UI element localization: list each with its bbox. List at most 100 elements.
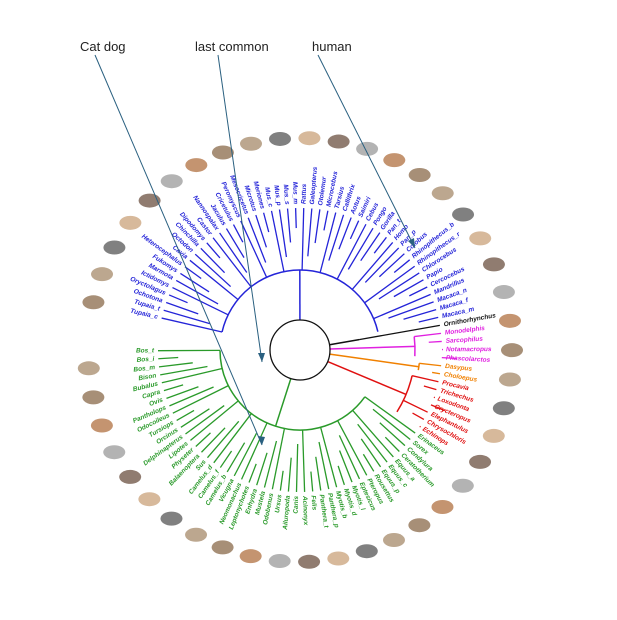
branch — [161, 317, 223, 333]
animal-icon — [498, 372, 521, 387]
animal-icon — [327, 134, 350, 149]
branch — [337, 420, 368, 476]
leaf-label: Galeopterus — [309, 166, 319, 205]
animal-icon — [382, 533, 405, 548]
branch — [349, 220, 360, 240]
branch — [419, 362, 442, 367]
leaf-label: Bison — [138, 372, 157, 382]
stem — [274, 378, 292, 427]
branch — [158, 362, 193, 368]
branch — [315, 456, 322, 491]
branch — [180, 272, 210, 293]
branch — [225, 228, 245, 258]
branch — [301, 429, 306, 492]
arrow — [94, 54, 263, 446]
animal-icon — [452, 207, 475, 222]
branch — [195, 432, 211, 447]
animal-icon — [119, 469, 142, 484]
animal-icon — [355, 544, 378, 559]
branch — [206, 242, 221, 259]
branch — [378, 253, 405, 278]
annotation: last common — [195, 39, 269, 54]
branch — [206, 420, 240, 459]
branch — [213, 413, 252, 464]
leaf-label: Monodelphis — [445, 325, 486, 337]
branch — [379, 422, 406, 447]
branch — [318, 441, 330, 490]
branch — [165, 301, 199, 315]
branch — [418, 316, 439, 323]
animal-icon — [82, 390, 105, 405]
animal-icon — [211, 145, 234, 160]
branch — [271, 428, 286, 490]
leaf-label: Mus_m — [291, 182, 299, 205]
branch — [338, 450, 353, 483]
branch — [212, 237, 252, 288]
leaf-label: Bos_t — [136, 347, 155, 354]
arrow-head — [258, 436, 265, 445]
branch — [256, 452, 268, 486]
annotation: Cat dog — [80, 39, 126, 54]
arrow — [317, 54, 416, 249]
branch — [372, 408, 411, 441]
animal-icon — [185, 158, 208, 173]
branch — [185, 405, 225, 435]
branch — [423, 385, 437, 391]
animal-icon — [269, 131, 292, 146]
annotation: human — [312, 39, 352, 54]
arrow-head — [258, 353, 265, 362]
branch — [158, 356, 179, 360]
animal-icon — [82, 295, 105, 310]
branch — [428, 340, 442, 343]
branch — [263, 440, 278, 488]
animal-icon — [383, 153, 406, 168]
animal-icon — [160, 174, 183, 189]
branch — [200, 247, 226, 274]
root — [269, 319, 331, 381]
branch — [432, 371, 441, 375]
branch — [232, 224, 244, 243]
leaf-label: Ovis — [148, 396, 164, 408]
branch — [279, 470, 284, 491]
branch — [373, 236, 387, 254]
branch — [189, 259, 239, 300]
branch — [166, 386, 199, 399]
branch — [357, 423, 388, 463]
stem — [327, 360, 407, 396]
branch — [364, 396, 416, 434]
leaf-label: Sarcophilus — [446, 336, 484, 345]
leaf-label: Otolemur — [317, 176, 328, 206]
branch — [301, 208, 305, 271]
branch — [184, 266, 202, 279]
branch — [226, 442, 246, 473]
leaf-label: Panthera_t — [318, 494, 330, 529]
branch — [295, 443, 299, 492]
leaf-label: Felis — [309, 495, 317, 511]
branch — [163, 309, 210, 325]
stem — [329, 353, 419, 368]
animal-icon — [356, 141, 379, 156]
branch — [240, 220, 268, 278]
animal-icon — [469, 454, 492, 469]
branch — [338, 217, 352, 250]
branch — [347, 227, 374, 270]
animal-icon — [482, 428, 505, 443]
leaf-label: Ursus — [274, 494, 284, 514]
leaf-label: Phascolarctos — [446, 355, 491, 364]
branch — [161, 367, 223, 384]
branch — [286, 208, 292, 243]
branch — [314, 209, 321, 244]
branch — [441, 357, 457, 360]
animal-icon — [138, 492, 161, 507]
animal-icons — [77, 131, 523, 569]
branch — [384, 436, 400, 452]
animal-icon — [431, 186, 454, 201]
animal-icon — [268, 554, 291, 569]
branch — [373, 293, 431, 320]
branch — [364, 247, 400, 283]
branch — [294, 208, 297, 229]
animal-icon — [431, 499, 454, 514]
branch — [320, 427, 338, 488]
branch — [240, 422, 268, 480]
branch — [328, 214, 345, 261]
